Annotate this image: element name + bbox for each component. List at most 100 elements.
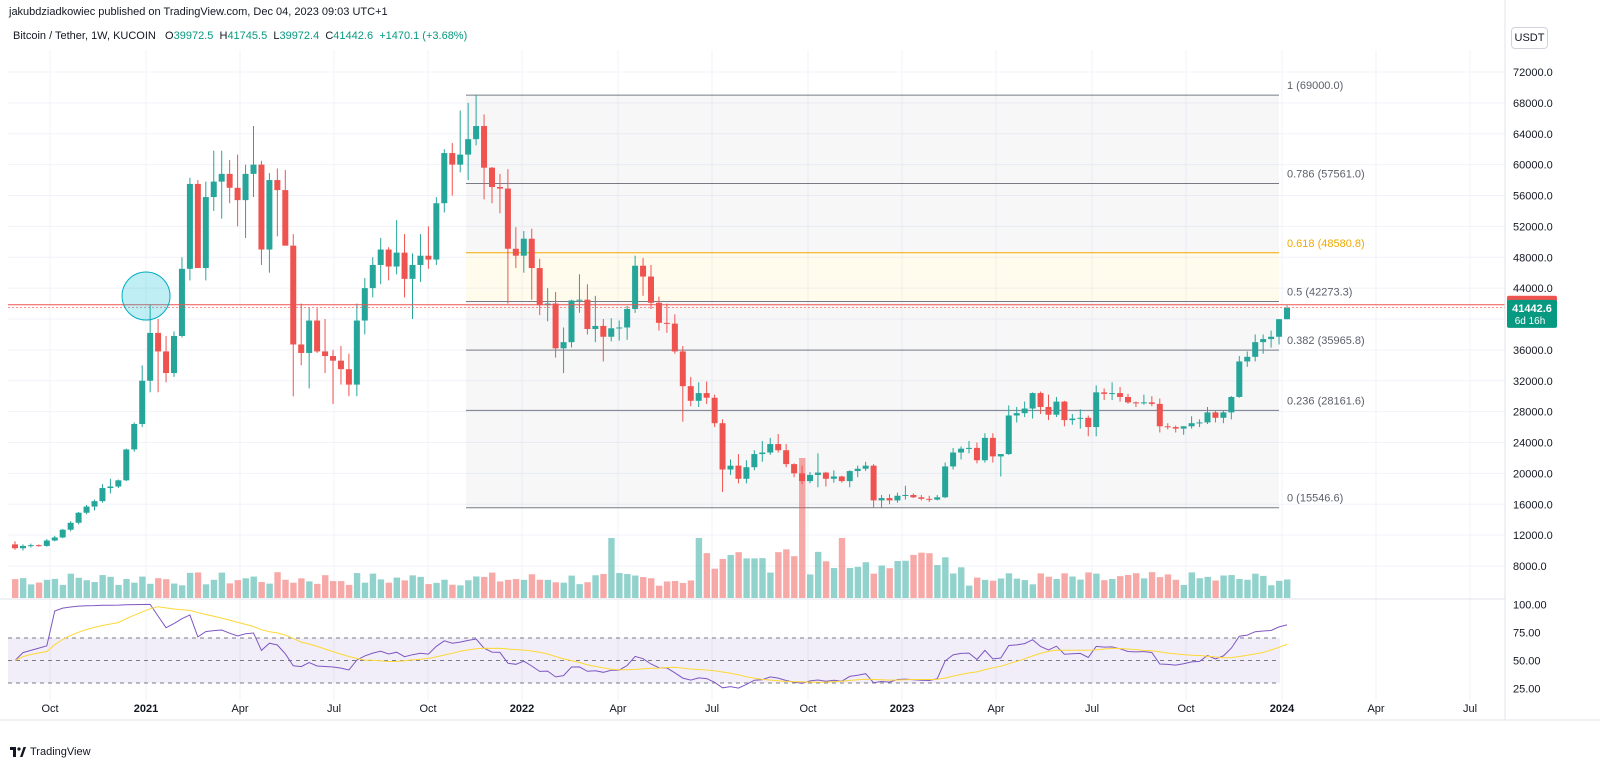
volume-bar [226,583,234,598]
volume-bar [314,583,321,598]
fib-level-label: 0 (15546.6) [1287,493,1343,505]
candle-body [902,494,909,496]
volume-bar [799,458,806,598]
candle-body [441,153,448,204]
volume-bar [481,576,488,598]
volume-bar [337,581,345,598]
candle-body [1220,412,1227,418]
candle-body [59,529,66,538]
x-tick-label: Oct [41,703,58,715]
volume-bar [75,577,82,598]
candle-body [751,454,758,468]
fibonacci-retracement[interactable]: 1 (69000.0) 0.786 (57561.0) 0.618 (48580.8… [466,80,1365,509]
x-tick-label: Jul [705,703,719,715]
volume-bar [775,552,782,598]
volume-bar [115,584,122,598]
volume-bar [123,579,130,598]
volume-bar [854,566,862,598]
volume-bar [1244,579,1251,598]
candle-body [1156,403,1163,427]
candle-body [194,183,201,269]
y-tick-label: 56000.0 [1513,191,1553,203]
volume-bar [584,582,591,598]
currency-button[interactable]: USDT [1511,27,1548,49]
candle-body [568,300,575,343]
fib-zone [466,301,1279,351]
candle-body [417,255,424,265]
volume-bar [401,580,408,598]
candle-body [409,264,416,279]
x-tick-label: Jul [327,703,341,715]
x-tick-label: Oct [419,703,436,715]
candle-body [171,335,177,374]
volume-bar [210,579,218,598]
candle-body [1077,417,1084,419]
volume-bar [632,575,639,598]
volume-bar [600,573,607,598]
candle-body [393,252,400,267]
fib-zone [466,252,1279,302]
candle-body [496,187,503,189]
volume-bar [19,578,27,598]
volume-bar [989,580,997,598]
candle-body [791,464,798,474]
candle-body [1268,336,1275,340]
candle-body [1276,319,1283,337]
symbol-legend: Bitcoin / Tether, 1W, KUCOIN O39972.5 H4… [13,30,467,42]
volume-bar [1164,574,1172,598]
volume-bar [171,583,178,598]
symbol-name[interactable]: Bitcoin / Tether, 1W, KUCOIN [13,30,156,42]
volume-bar [504,579,512,598]
volume-bar [496,581,504,598]
volume-bar [648,578,655,598]
candle-body [926,498,933,500]
volume-bar [147,583,154,598]
candle-body [878,498,885,501]
candle-body [330,356,336,361]
volume-bar [910,554,917,598]
candle-body [807,474,813,482]
volume-bar [274,572,281,598]
candle-body [1045,406,1052,415]
candle-body [1109,393,1116,395]
candle-body [1284,307,1290,320]
volume-bar [393,577,400,598]
candle-body [1101,392,1108,394]
volume-bar [282,579,289,598]
candle-body [19,545,26,549]
candle-body [258,164,265,250]
candle-body [345,369,352,385]
x-tick-label: 2022 [510,703,534,715]
candle-body [1053,401,1060,415]
candle-body [35,545,42,547]
candle-body [250,164,257,174]
volume-bar [592,575,599,598]
grid-lines [8,50,1505,701]
volume-bar [926,553,933,598]
volume-bar [369,573,377,598]
volume-bar [1029,584,1036,598]
candle-body [910,494,917,498]
candle-body [695,393,702,401]
candle-body [123,449,130,481]
volume-bar [1204,576,1211,598]
candle-body [981,437,988,461]
volume-bar [973,577,981,598]
y-tick-label: 60000.0 [1513,160,1553,172]
volume-bar [155,578,162,598]
volume-bar [934,565,941,598]
volume-bar [417,576,424,598]
volume-bar [958,567,965,598]
candle-body [1148,402,1155,404]
volume-bar [576,584,583,598]
candle-body [282,190,289,246]
tradingview-logo[interactable]: TradingView [10,746,91,758]
volume-bar [242,578,249,598]
candle-body [218,173,225,182]
volume-bar [783,549,790,598]
volume-bar [1156,577,1164,598]
candle-body [576,299,583,301]
volume-bar [1228,575,1235,598]
volume-bar [942,557,949,598]
